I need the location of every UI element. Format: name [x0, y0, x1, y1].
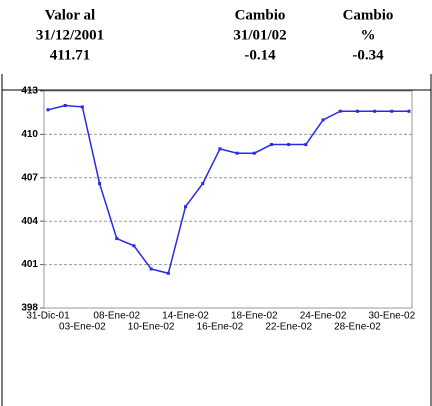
header-text: 31/12/2001 — [36, 27, 104, 43]
x-tick-label: 24-Ene-02 — [300, 311, 347, 322]
x-tick-label: 08-Ene-02 — [93, 311, 140, 322]
plot-area — [43, 90, 413, 309]
point — [355, 109, 359, 113]
header-text: 31/01/02 — [233, 27, 286, 43]
y-tick-label: 404 — [21, 216, 38, 227]
x-tick-label: 22-Ene-02 — [265, 322, 312, 333]
x-tick-label: 16-Ene-02 — [197, 322, 244, 333]
point — [98, 182, 102, 186]
point — [218, 147, 222, 151]
y-tick-label: 407 — [21, 172, 38, 183]
point — [201, 182, 205, 186]
point — [184, 205, 188, 209]
series-line — [47, 104, 409, 275]
header-text: Valor al — [45, 7, 95, 23]
point — [373, 109, 377, 113]
point — [252, 151, 256, 155]
x-tick-label: 30-Ene-02 — [368, 311, 415, 322]
point — [115, 237, 119, 241]
x-tick-label: 18-Ene-02 — [231, 311, 278, 322]
point — [149, 267, 153, 271]
header-text: -0.14 — [244, 47, 276, 63]
point — [235, 151, 239, 155]
point — [80, 105, 84, 109]
x-tick-label: 28-Ene-02 — [334, 322, 381, 333]
y-tick-label: 401 — [21, 259, 38, 270]
header-text: Cambio — [343, 7, 394, 23]
point — [63, 103, 67, 107]
y-tick-label: 398 — [21, 303, 38, 314]
point — [269, 143, 273, 147]
x-tick-label: 31-Dic-01 — [26, 311, 70, 322]
x-tick-label: 14-Ene-02 — [162, 311, 209, 322]
point — [46, 108, 50, 112]
x-tick-label: 10-Ene-02 — [128, 322, 175, 333]
point — [338, 109, 342, 113]
point — [390, 109, 394, 113]
point — [321, 118, 325, 122]
point — [287, 143, 291, 147]
header-text: % — [361, 27, 376, 43]
point — [166, 271, 170, 275]
header-text: Cambio — [235, 7, 286, 23]
point — [304, 143, 308, 147]
point — [132, 244, 136, 248]
point — [407, 109, 411, 113]
x-tick-label: 03-Ene-02 — [59, 322, 106, 333]
header-text: 411.71 — [50, 47, 90, 63]
y-tick-label: 413 — [21, 86, 38, 97]
header-text: -0.34 — [352, 47, 384, 63]
y-tick-label: 410 — [21, 129, 38, 140]
